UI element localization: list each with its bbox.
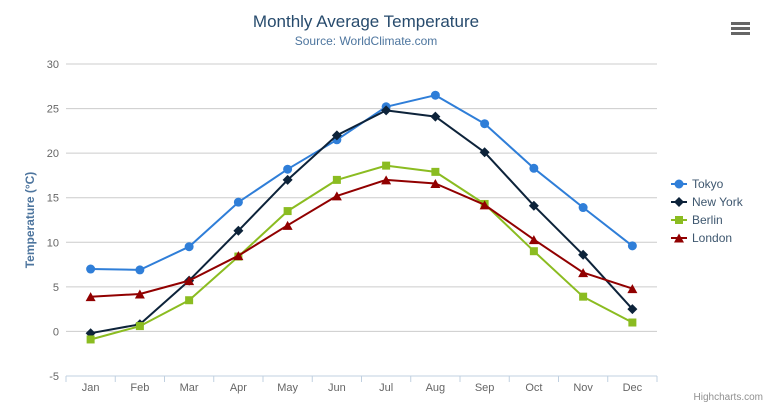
marker-new-york[interactable] [430,111,441,122]
marker-tokyo[interactable] [578,203,588,213]
hamburger-icon [731,21,750,25]
marker-new-york[interactable] [479,147,490,158]
marker-tokyo[interactable] [233,197,243,207]
legend-item-berlin[interactable]: Berlin [671,211,743,229]
marker-tokyo[interactable] [627,241,637,251]
series-line-berlin [89,164,634,341]
marker-london[interactable] [331,191,342,201]
chart-subtitle: Source: WorldClimate.com [294,34,438,48]
marker-berlin[interactable] [628,318,637,327]
marker-tokyo[interactable] [86,264,96,274]
marker-london[interactable] [184,276,195,286]
marker-london[interactable] [627,284,638,294]
chart-title: Monthly Average Temperature [252,12,480,31]
y-axis-title: Temperature (°C) [23,172,37,269]
marker-berlin[interactable] [382,161,391,170]
x-axis-label: Mar [180,382,199,394]
x-axis-label: Jan [82,382,100,394]
highcharts-credit[interactable]: Highcharts.com [693,392,763,403]
x-axis-label: Feb [130,382,149,394]
marker-tokyo[interactable] [480,119,490,129]
x-axis-label: May [277,382,298,394]
marker-london[interactable] [233,251,244,261]
legend-item-london[interactable]: London [671,229,743,247]
marker-london[interactable] [134,289,145,299]
marker-new-york[interactable] [381,105,392,116]
series-line-tokyo [89,94,634,271]
marker-london[interactable] [528,235,539,245]
marker-new-york[interactable] [282,174,293,185]
marker-new-york[interactable] [233,225,244,236]
marker-tokyo[interactable] [283,164,293,174]
marker-new-york[interactable] [331,130,342,141]
marker-london[interactable] [282,220,293,230]
marker-berlin[interactable] [431,167,440,176]
square-marker-icon [671,216,687,224]
legend-label: Berlin [692,213,723,227]
y-axis-label: 5 [53,282,59,294]
legend-item-new-york[interactable]: New York [671,193,743,211]
x-axis-label: Aug [426,382,446,394]
export-menu-button[interactable] [728,17,754,39]
hamburger-icon [731,26,750,30]
x-axis-label: Jul [379,382,393,394]
y-axis-label: 25 [47,104,59,116]
marker-tokyo[interactable] [135,265,145,275]
x-axis-label: Nov [573,382,593,394]
marker-new-york[interactable] [627,304,638,315]
x-axis-label: Apr [230,382,247,394]
legend-label: New York [692,195,743,209]
marker-berlin[interactable] [332,175,341,184]
marker-berlin[interactable] [579,292,588,301]
marker-berlin[interactable] [135,322,144,331]
series-line-new-york [89,109,634,335]
x-axis-label: Sep [475,382,495,394]
y-axis-label: -5 [49,371,59,383]
x-axis-label: Dec [623,382,643,394]
marker-tokyo[interactable] [184,242,194,252]
y-axis-label: 30 [47,59,59,71]
marker-london[interactable] [381,175,392,185]
legend-item-tokyo[interactable]: Tokyo [671,175,743,193]
y-axis-label: 0 [53,326,59,338]
x-axis-label: Jun [328,382,346,394]
marker-tokyo[interactable] [430,90,440,100]
y-axis-label: 10 [47,237,59,249]
marker-london[interactable] [479,200,490,210]
hamburger-icon [731,31,750,35]
y-axis-label: 15 [47,193,59,205]
circle-marker-icon [671,179,687,189]
x-axis-label: Oct [525,382,542,394]
marker-berlin[interactable] [529,247,538,256]
legend-label: London [692,231,733,245]
marker-new-york[interactable] [578,249,589,260]
marker-tokyo[interactable] [529,163,539,173]
triangle-marker-icon [671,233,687,243]
marker-new-york[interactable] [528,200,539,211]
marker-berlin[interactable] [283,207,292,216]
diamond-marker-icon [671,197,687,207]
y-axis-label: 20 [47,148,59,160]
marker-london[interactable] [578,268,589,278]
marker-london[interactable] [85,292,96,302]
marker-berlin[interactable] [86,335,95,344]
marker-london[interactable] [430,178,441,188]
series-line-london [89,178,634,298]
legend: Tokyo New York Berlin London [671,175,743,247]
marker-berlin[interactable] [185,296,194,305]
legend-label: Tokyo [692,177,724,191]
